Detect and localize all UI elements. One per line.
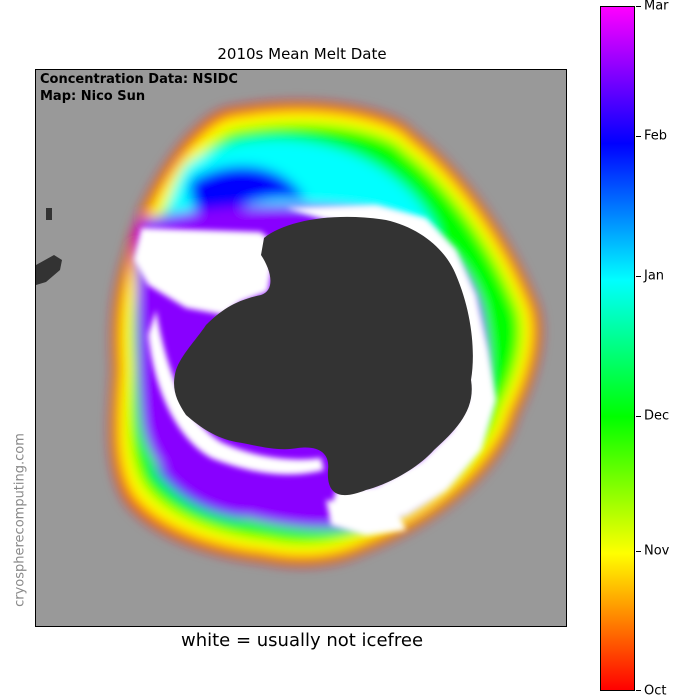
- credit-map: Map: Nico Sun: [40, 89, 145, 104]
- credit-data: Concentration Data: NSIDC: [40, 72, 238, 87]
- colorbar-tick: [636, 551, 641, 552]
- colorbar-label-dec: Dec: [644, 408, 670, 424]
- antarctic-continent: [174, 216, 473, 496]
- colorbar-label-nov: Nov: [644, 543, 670, 559]
- colorbar-tick: [636, 6, 641, 7]
- colorbar-tick: [636, 136, 641, 137]
- colorbar-tick: [636, 276, 641, 277]
- colorbar-label-oct: Oct: [644, 683, 667, 699]
- colorbar-label-mar: Mar: [644, 0, 669, 14]
- ice-weddell: [134, 228, 276, 315]
- antarctic-melt-map: Concentration Data: NSIDC Map: Nico Sun: [35, 69, 567, 627]
- south-america-tip: [36, 208, 62, 285]
- melt-date-colorbar: [600, 6, 635, 691]
- watermark: cryospherecomputing.com: [12, 433, 28, 607]
- ice-ross-shelf: [326, 500, 406, 535]
- ice-ross: [148, 310, 324, 475]
- colorbar-tick: [636, 690, 641, 691]
- colorbar-tick: [636, 416, 641, 417]
- map-caption: white = usually not icefree: [180, 630, 424, 651]
- map-graphic: Concentration Data: NSIDC Map: Nico Sun: [36, 70, 566, 626]
- colorbar-label-jan: Jan: [644, 268, 665, 284]
- colorbar-label-feb: Feb: [644, 128, 668, 144]
- map-title: 2010s Mean Melt Date: [217, 45, 387, 63]
